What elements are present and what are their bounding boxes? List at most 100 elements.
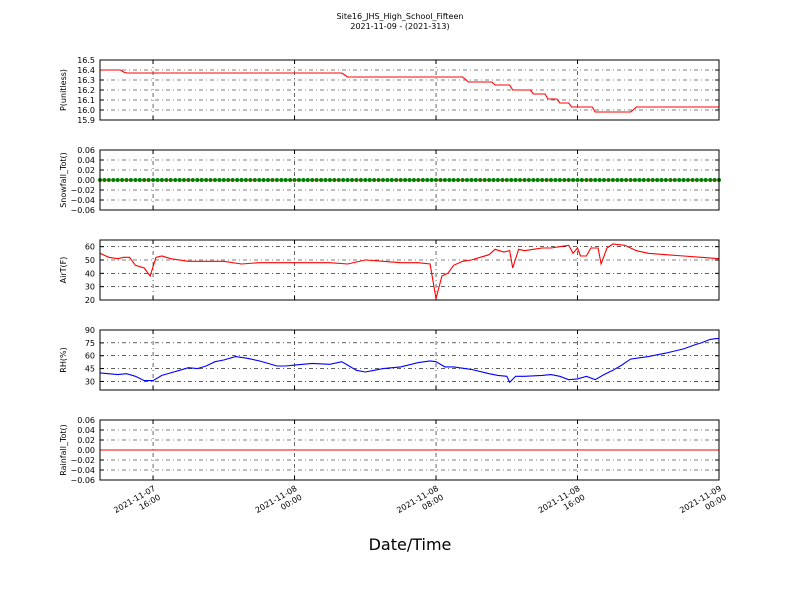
data-point-marker [473, 178, 478, 182]
y-tick-label: 16.3 [77, 76, 95, 85]
data-point-marker [297, 178, 301, 182]
data-point-marker [336, 178, 341, 182]
data-point-marker [584, 178, 589, 182]
data-point-marker [239, 178, 244, 182]
data-point-marker [681, 178, 686, 182]
data-point-marker [235, 178, 240, 182]
data-point-marker [491, 178, 496, 182]
chart-subtitle: 2021-11-09 - (2021-313) [350, 22, 449, 31]
data-point-marker [221, 178, 226, 182]
data-point-marker [637, 178, 642, 182]
x-tick-label: 2021-11-0800:00 [254, 484, 304, 524]
data-point-marker [403, 178, 408, 182]
panel-airt-f: 60 50 40 30 20 AirT(F) [59, 239, 720, 305]
data-point-marker [425, 178, 430, 182]
data-point-marker [204, 178, 209, 182]
data-point-marker [668, 178, 673, 182]
y-tick-label: 0.04 [77, 156, 95, 165]
data-point-marker [385, 178, 390, 182]
data-point-marker [513, 178, 518, 182]
y-tick-label: 16.4 [77, 66, 95, 75]
data-point-marker [557, 178, 562, 182]
data-point-marker [566, 178, 571, 182]
y-tick-label: 16.1 [77, 96, 95, 105]
data-point-marker [358, 178, 363, 182]
series-line-airt-f [99, 243, 720, 299]
data-point-marker [407, 178, 412, 182]
series-line-rh [99, 338, 719, 384]
data-point-marker [341, 178, 346, 182]
data-point-marker [588, 178, 593, 182]
data-point-marker [442, 178, 447, 182]
y-tick-label: 20 [85, 296, 95, 305]
data-point-marker [230, 178, 235, 182]
y-axis-label: P(unitless) [59, 69, 68, 111]
y-tick-label: 60 [85, 352, 95, 361]
y-axis-label: Snowfall_Tot() [59, 152, 68, 208]
data-point-marker [261, 178, 266, 182]
panel-rainfall-tot: 0.060.040.020.00−0.02−0.04−0.06Rainfall_… [59, 416, 720, 485]
data-point-marker [712, 178, 717, 182]
data-point-marker [195, 178, 200, 182]
series-line-p-unitless [100, 69, 719, 113]
data-point-marker [213, 178, 217, 182]
axes-frame [99, 329, 720, 391]
data-point-marker [173, 178, 178, 182]
data-point-marker [465, 178, 469, 182]
data-point-marker [151, 178, 156, 182]
data-point-marker [146, 178, 151, 182]
data-point-marker [314, 178, 319, 182]
y-tick-label: 0.02 [77, 166, 95, 175]
y-tick-label: 16.2 [77, 86, 95, 95]
data-point-marker [553, 178, 558, 182]
data-point-marker [350, 178, 354, 182]
data-point-marker [478, 178, 483, 182]
data-point-marker [270, 178, 275, 182]
x-tick-label: 2021-11-0808:00 [395, 484, 445, 524]
data-point-marker [128, 178, 133, 182]
data-point-marker [208, 178, 213, 182]
data-point-marker [305, 178, 310, 182]
data-point-marker [628, 178, 633, 182]
panel-snowfall-tot: 0.060.040.020.00−0.02−0.04−0.06Snowfall_… [59, 146, 721, 215]
data-point-marker [367, 178, 372, 182]
y-tick-label: 30 [85, 377, 95, 386]
data-point-marker [274, 178, 279, 182]
data-point-marker [663, 178, 668, 182]
y-tick-label: −0.06 [70, 206, 95, 215]
data-point-marker [624, 178, 629, 182]
data-point-marker [460, 178, 465, 182]
data-point-marker [509, 178, 514, 182]
data-point-marker [690, 178, 695, 182]
data-point-marker [602, 178, 606, 182]
data-point-marker [133, 178, 138, 182]
data-point-marker [579, 178, 584, 182]
y-tick-label: 60 [85, 243, 95, 252]
data-point-marker [456, 178, 461, 182]
data-point-marker [292, 178, 297, 182]
y-tick-label: 0.02 [77, 436, 95, 445]
data-point-marker [434, 178, 438, 182]
data-point-marker [199, 178, 204, 182]
data-point-marker [438, 178, 443, 182]
data-point-marker [429, 178, 434, 182]
data-point-marker [372, 178, 377, 182]
data-point-marker [266, 178, 270, 182]
data-point-marker [641, 178, 646, 182]
y-axis-label: Rainfall_Tot() [59, 424, 68, 476]
data-point-marker [319, 178, 324, 182]
data-point-marker [252, 178, 257, 182]
data-point-marker [469, 178, 474, 182]
data-point-marker [398, 178, 403, 182]
data-point-marker [345, 178, 350, 182]
data-point-marker [164, 178, 169, 182]
data-point-marker [518, 178, 522, 182]
data-point-marker [323, 178, 328, 182]
y-tick-label: 90 [85, 326, 95, 335]
data-point-marker [106, 178, 111, 182]
panels: 16.516.416.316.216.116.015.9 P(unitless) 0… [59, 56, 721, 485]
data-point-marker [504, 178, 509, 182]
panel-rh: 90 75 60 45 30 RH(%) [59, 326, 720, 391]
x-axis-tick-labels: 2021-11-0716:00 2021-11-0800:00 2021-11-08… [112, 484, 728, 524]
